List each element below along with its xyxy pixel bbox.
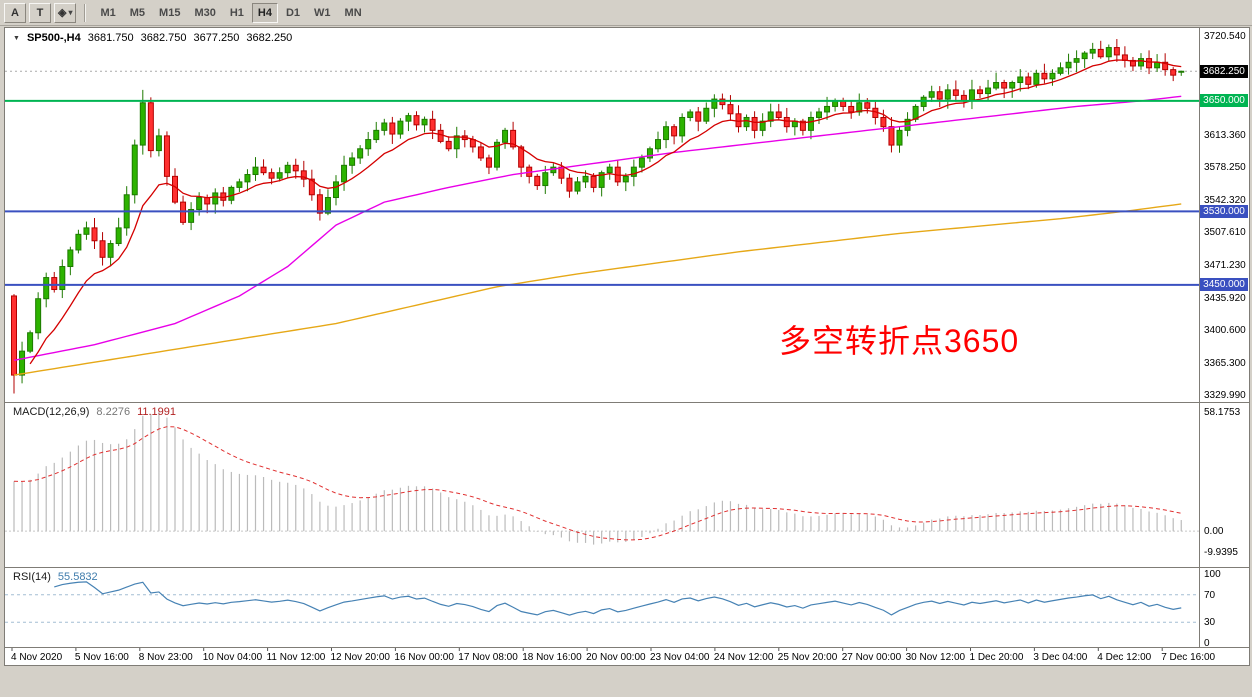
rsi-indicator-label: RSI(14) 55.5832 bbox=[13, 571, 98, 583]
timeframe-button-mn[interactable]: MN bbox=[344, 6, 362, 19]
time-axis-label: 11 Nov 12:00 bbox=[266, 652, 326, 663]
price-axis-label: 3365.300 bbox=[1204, 357, 1246, 369]
price-axis-label: 3471.230 bbox=[1204, 260, 1246, 272]
price-axis-label: 3400.600 bbox=[1204, 325, 1246, 337]
time-axis-label: 23 Nov 04:00 bbox=[650, 652, 710, 663]
text-tool-icon: T bbox=[36, 6, 44, 19]
chart-title: ▼ SP500-,H4 3681.750 3682.750 3677.250 3… bbox=[13, 32, 292, 44]
timeframe-button-m1[interactable]: M1 bbox=[100, 6, 116, 19]
time-axis-label: 12 Nov 20:00 bbox=[330, 652, 391, 663]
toolbar: A T ◈ ▾ M1 M5 M15 M30 H1 H4 D1 W1 MN bbox=[0, 0, 1252, 26]
price-axis-label: 3329.990 bbox=[1204, 390, 1246, 402]
time-axis-label: 1 Dec 20:00 bbox=[969, 652, 1024, 663]
rsi-pane[interactable] bbox=[5, 581, 1199, 623]
ohlc-high: 3682.750 bbox=[140, 32, 187, 44]
macd-name: MACD(12,26,9) bbox=[13, 406, 90, 418]
price-axis-label: 3578.250 bbox=[1204, 161, 1246, 173]
collapse-icon[interactable]: ▼ bbox=[13, 34, 20, 42]
chart-text-annotation[interactable]: 多空转折点3650 bbox=[779, 323, 1020, 359]
main-chart-pane[interactable] bbox=[5, 39, 1199, 394]
timeframe-button-group: M1 M5 M15 M30 H1 H4 D1 W1 MN bbox=[94, 2, 367, 23]
rsi-axis-label: 70 bbox=[1204, 589, 1216, 601]
time-axis-label: 20 Nov 00:00 bbox=[586, 652, 646, 663]
hline-3650-badge: 3650.000 bbox=[1200, 94, 1248, 108]
chart-window[interactable]: ▼ SP500-,H4 3681.750 3682.750 3677.250 3… bbox=[4, 27, 1250, 666]
macd-value-main: 8.2276 bbox=[96, 406, 131, 418]
time-axis-label: 27 Nov 00:00 bbox=[841, 652, 902, 663]
text-tool-button[interactable]: T bbox=[29, 2, 51, 23]
time-axis-label: 4 Dec 12:00 bbox=[1097, 652, 1152, 663]
ma-slow-line bbox=[13, 203, 1182, 376]
macd-axis-label: 58.1753 bbox=[1204, 406, 1241, 418]
price-axis-label: 3507.610 bbox=[1204, 226, 1246, 238]
candles-group bbox=[11, 39, 1185, 394]
timeframe-button-m30[interactable]: M30 bbox=[194, 6, 216, 19]
timeframe-button-m15[interactable]: M15 bbox=[159, 6, 181, 19]
price-axis-label: 3613.360 bbox=[1204, 129, 1246, 141]
timeframe-button-h4[interactable]: H4 bbox=[251, 2, 278, 23]
chart-canvas[interactable] bbox=[5, 28, 1249, 665]
macd-signal-line bbox=[13, 426, 1182, 541]
current-price-badge: 3682.250 bbox=[1200, 64, 1248, 78]
ohlc-open: 3681.750 bbox=[87, 32, 134, 44]
time-axis-label: 8 Nov 23:00 bbox=[138, 652, 193, 663]
macd-pane[interactable] bbox=[5, 411, 1199, 545]
time-axis-label: 17 Nov 08:00 bbox=[458, 652, 518, 663]
rsi-name: RSI(14) bbox=[13, 571, 51, 583]
time-axis-label: 4 Nov 2020 bbox=[11, 652, 63, 663]
pane-dividers bbox=[5, 28, 1249, 651]
rsi-axis-label: 100 bbox=[1204, 569, 1221, 580]
arrow-tool-button[interactable]: A bbox=[4, 2, 26, 23]
time-axis-label: 10 Nov 04:00 bbox=[202, 652, 263, 663]
time-axis-label: 24 Nov 12:00 bbox=[713, 652, 774, 663]
time-axis-label: 16 Nov 00:00 bbox=[394, 652, 454, 663]
time-axis-label: 5 Nov 16:00 bbox=[74, 652, 129, 663]
shapes-icon: ◈ bbox=[58, 7, 67, 19]
hline-3450-badge: 3450.000 bbox=[1200, 278, 1248, 292]
hline-3530-badge: 3530.000 bbox=[1200, 204, 1248, 218]
ma-fast-line bbox=[29, 59, 1182, 365]
toolbar-separator bbox=[84, 3, 87, 22]
price-axis-label: 3720.540 bbox=[1204, 31, 1246, 43]
ohlc-low: 3677.250 bbox=[193, 32, 240, 44]
rsi-axis-label: 30 bbox=[1204, 617, 1216, 629]
shapes-dropdown-button[interactable]: ◈ ▾ bbox=[54, 2, 77, 23]
time-axis-label: 7 Dec 16:00 bbox=[1161, 652, 1216, 663]
rsi-value: 55.5832 bbox=[57, 571, 98, 583]
price-axis-label: 3542.320 bbox=[1204, 194, 1246, 206]
chevron-down-icon: ▾ bbox=[68, 8, 73, 17]
timeframe-button-d1[interactable]: D1 bbox=[285, 6, 301, 19]
timeframe-button-m5[interactable]: M5 bbox=[129, 6, 146, 19]
ma-medium-line bbox=[13, 95, 1182, 362]
time-axis-label: 25 Nov 20:00 bbox=[777, 652, 838, 663]
ohlc-close: 3682.250 bbox=[246, 32, 293, 44]
timeframe-button-h1[interactable]: H1 bbox=[229, 6, 244, 19]
time-axis-label: 3 Dec 04:00 bbox=[1033, 652, 1088, 663]
macd-axis-label: -9.9395 bbox=[1204, 546, 1238, 558]
rsi-axis-label: 0 bbox=[1204, 638, 1210, 649]
timeframe-button-w1[interactable]: W1 bbox=[314, 6, 331, 19]
macd-axis-label: 0.00 bbox=[1204, 526, 1224, 538]
macd-histogram bbox=[13, 411, 1182, 545]
time-axis-label: 18 Nov 16:00 bbox=[522, 652, 582, 663]
arrow-tool-icon: A bbox=[11, 6, 19, 19]
price-axis-label: 3435.920 bbox=[1204, 292, 1246, 304]
time-axis-label: 30 Nov 12:00 bbox=[905, 652, 966, 663]
macd-indicator-label: MACD(12,26,9) 8.2276 11.1991 bbox=[13, 406, 176, 418]
rsi-line bbox=[54, 581, 1182, 616]
symbol-period-label: SP500-,H4 bbox=[26, 32, 81, 44]
macd-value-signal: 11.1991 bbox=[137, 406, 177, 418]
